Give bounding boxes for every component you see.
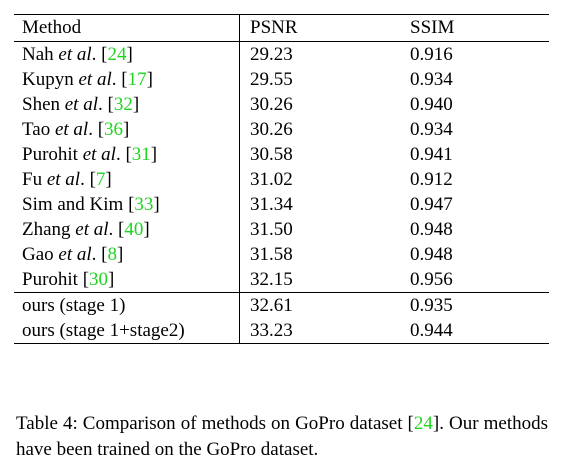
method-name: Zhang	[22, 218, 71, 240]
et-al-text: et al	[54, 118, 89, 140]
psnr-cell: 31.02	[239, 167, 400, 192]
results-table: Method PSNR SSIM Nah et al. [24] 29.23 0.9…	[14, 14, 549, 344]
table-row: Shen et al. [32] 30.26 0.940	[14, 92, 549, 117]
method-cell: Purohit [30]	[22, 268, 115, 290]
ssim-cell: 0.934	[410, 118, 453, 140]
et-al-text: et al	[64, 93, 98, 115]
citation-link[interactable]: 33	[134, 193, 154, 215]
table-row: ours (stage 1) 32.61 0.935	[14, 292, 549, 318]
caption-citation: 24	[413, 413, 433, 434]
method-name: Purohit	[22, 268, 78, 290]
method-cell: Fu et al. [7]	[22, 168, 112, 190]
psnr-cell: 32.61	[239, 292, 400, 318]
method-cell: Purohit et al. [31]	[22, 143, 158, 165]
header-method: Method	[14, 14, 240, 42]
table-row: Sim and Kim [33] 31.34 0.947	[14, 192, 549, 217]
ssim-cell: 0.956	[410, 268, 453, 290]
header-row: Method PSNR SSIM	[14, 14, 549, 42]
ssim-cell: 0.948	[410, 218, 453, 240]
method-name: Sim and Kim	[22, 193, 124, 215]
method-cell: ours (stage 1)	[14, 292, 240, 318]
citation-link[interactable]: 17	[127, 68, 147, 90]
ssim-cell: 0.947	[410, 193, 453, 215]
psnr-cell: 31.58	[239, 242, 400, 267]
table-body: Nah et al. [24] 29.23 0.916 Kupyn et al. [1…	[14, 41, 549, 344]
method-cell: Zhang et al. [40]	[22, 218, 150, 240]
et-al-text: et al	[58, 43, 92, 65]
table-row: Nah et al. [24] 29.23 0.916	[14, 41, 549, 67]
table-row: Purohit et al. [31] 30.58 0.941	[14, 142, 549, 167]
psnr-cell: 31.34	[239, 192, 400, 217]
et-al-text: et al	[75, 218, 109, 240]
ssim-cell: 0.944	[400, 318, 549, 344]
psnr-cell: 33.23	[239, 318, 400, 344]
ssim-cell: 0.948	[410, 243, 453, 265]
table-row: Tao et al. [36] 30.26 0.934	[14, 117, 549, 142]
method-name: Shen	[22, 93, 60, 115]
citation-link[interactable]: 40	[124, 218, 144, 240]
method-cell: ours (stage 1+stage2)	[14, 318, 240, 344]
citation-link[interactable]: 32	[113, 93, 133, 115]
caption-text: Table 4: Comparison of methods on GoPro …	[16, 413, 414, 434]
citation-link[interactable]: 24	[107, 43, 127, 65]
citation-link[interactable]: 30	[89, 268, 109, 290]
citation-link[interactable]: 7	[95, 168, 106, 190]
method-name: Nah	[22, 43, 54, 65]
method-name: ours (stage 1+stage2)	[22, 319, 185, 341]
ssim-cell: 0.940	[410, 93, 453, 115]
citation-link[interactable]: 36	[104, 118, 124, 140]
method-cell: Shen et al. [32]	[22, 93, 140, 115]
citation-link[interactable]: 8	[107, 243, 117, 265]
method-name: Purohit	[22, 143, 78, 165]
psnr-cell: 30.58	[239, 142, 400, 167]
caption-text: ]. Our methods have been trained on the …	[16, 413, 548, 460]
table-row: Gao et al. [8] 31.58 0.948	[14, 242, 549, 267]
method-name: Kupyn	[22, 68, 74, 90]
method-cell: Kupyn et al. [17]	[22, 68, 153, 90]
method-name: ours (stage 1)	[22, 294, 126, 316]
table-row: Zhang et al. [40] 31.50 0.948	[14, 217, 549, 242]
psnr-cell: 29.23	[239, 41, 400, 67]
et-al-text: et al	[58, 243, 92, 265]
table-row: Fu et al. [7] 31.02 0.912	[14, 167, 549, 192]
method-name: Gao	[22, 243, 54, 265]
psnr-cell: 32.15	[239, 267, 400, 293]
ssim-cell: 0.934	[410, 68, 453, 90]
method-name: Fu	[22, 168, 43, 190]
table-caption: Table 4: Comparison of methods on GoPro …	[16, 411, 548, 463]
ssim-cell: 0.912	[410, 168, 453, 190]
ssim-cell: 0.935	[400, 292, 549, 318]
citation-link[interactable]: 31	[131, 143, 151, 165]
psnr-cell: 31.50	[239, 217, 400, 242]
header-ssim: SSIM	[400, 14, 549, 42]
method-cell: Nah et al. [24]	[14, 41, 240, 67]
psnr-cell: 30.26	[239, 92, 400, 117]
ssim-cell: 0.916	[400, 41, 549, 67]
psnr-cell: 29.55	[239, 67, 400, 92]
et-al-text: et al	[46, 168, 81, 190]
ssim-cell: 0.941	[410, 143, 453, 165]
table-row: Purohit [30] 32.15 0.956	[14, 267, 549, 293]
et-al-text: et al	[82, 143, 116, 165]
et-al-text: et al	[78, 68, 112, 90]
table-row: Kupyn et al. [17] 29.55 0.934	[14, 67, 549, 92]
header-psnr: PSNR	[239, 14, 400, 42]
method-cell: Tao et al. [36]	[22, 118, 130, 140]
method-cell: Gao et al. [8]	[22, 243, 124, 265]
table-row: ours (stage 1+stage2) 33.23 0.944	[14, 318, 549, 344]
method-cell: Sim and Kim [33]	[22, 193, 160, 215]
method-name: Tao	[22, 118, 51, 140]
psnr-cell: 30.26	[239, 117, 400, 142]
